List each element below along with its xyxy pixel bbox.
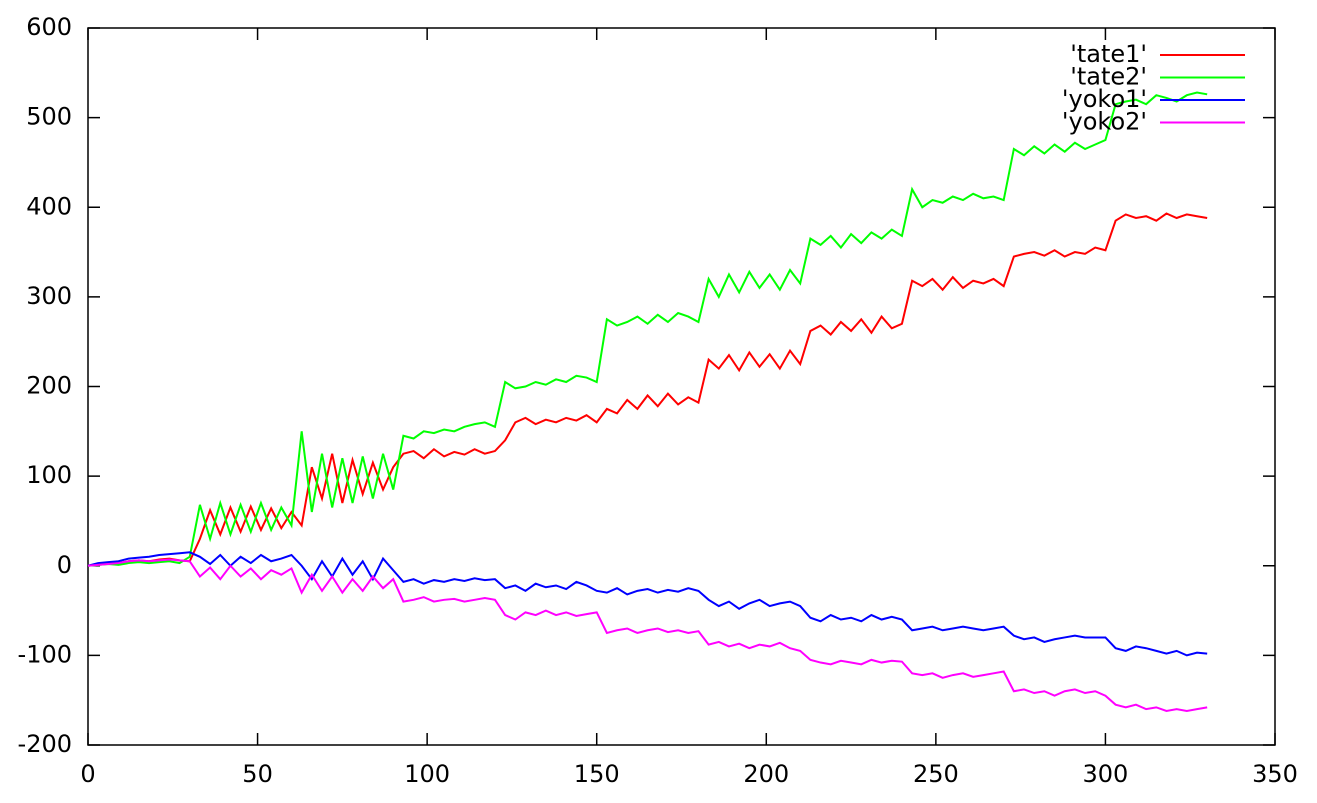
- y-tick-label: 200: [26, 372, 72, 400]
- series-line: [87, 558, 1208, 712]
- series-line: [87, 91, 1208, 567]
- y-tick-label: 400: [26, 192, 72, 220]
- y-tick-label: 600: [26, 13, 72, 41]
- legend-label: 'yoko1': [1062, 85, 1147, 113]
- y-tick-label: -200: [18, 730, 72, 758]
- legend-label: 'tate2': [1070, 63, 1147, 91]
- x-tick-label: 300: [1083, 760, 1129, 788]
- x-tick-label: 100: [404, 760, 450, 788]
- x-tick-label: 200: [743, 760, 789, 788]
- legend-label: 'yoko2': [1062, 108, 1147, 136]
- y-tick-label: -100: [18, 640, 72, 668]
- y-tick-label: 0: [57, 551, 72, 579]
- x-tick-label: 50: [242, 760, 273, 788]
- legend-label: 'tate1': [1070, 40, 1147, 68]
- y-tick-label: 500: [26, 103, 72, 131]
- x-tick-label: 350: [1252, 760, 1298, 788]
- y-tick-label: 300: [26, 282, 72, 310]
- series-line: [87, 551, 1208, 657]
- series-line: [87, 212, 1208, 567]
- x-tick-label: 150: [574, 760, 620, 788]
- x-tick-label: 0: [80, 760, 95, 788]
- x-tick-label: 250: [913, 760, 959, 788]
- y-tick-label: 100: [26, 461, 72, 489]
